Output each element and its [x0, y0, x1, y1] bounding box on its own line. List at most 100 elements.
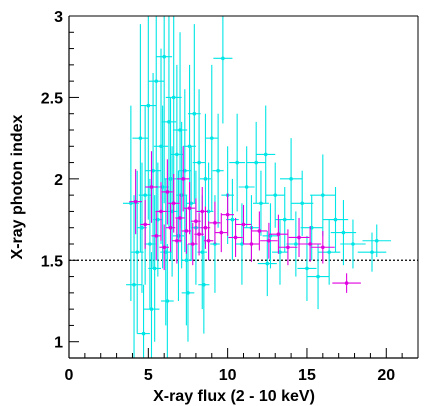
point-marker	[267, 238, 271, 243]
data-point	[172, 170, 185, 301]
point-marker	[300, 201, 304, 206]
data-point	[330, 200, 357, 266]
point-marker	[344, 281, 349, 285]
point-marker	[159, 209, 163, 214]
point-marker	[309, 225, 314, 230]
data-point	[198, 235, 210, 334]
data-point	[265, 162, 285, 228]
data-point	[143, 252, 160, 358]
data-point	[156, 16, 173, 204]
point-marker	[294, 242, 298, 246]
data-point	[132, 24, 149, 253]
series-0	[122, 16, 392, 358]
data-point	[176, 146, 190, 212]
data-point	[310, 230, 335, 264]
point-marker	[254, 160, 258, 165]
data-point	[166, 146, 178, 277]
point-marker	[163, 250, 168, 254]
data-point	[297, 235, 317, 301]
point-marker	[316, 274, 320, 279]
point-marker	[244, 185, 249, 189]
point-marker	[149, 185, 154, 189]
data-point	[168, 173, 180, 233]
data-point	[246, 121, 266, 204]
data-point	[238, 146, 255, 228]
data-point	[161, 159, 173, 225]
data-point	[159, 224, 169, 271]
data-point	[235, 204, 252, 244]
data-point	[151, 211, 162, 261]
point-marker	[374, 238, 379, 243]
point-marker	[187, 206, 192, 210]
point-marker	[257, 229, 262, 233]
data-point	[144, 178, 156, 310]
point-marker	[168, 225, 173, 230]
point-marker	[184, 258, 189, 263]
data-point	[278, 229, 298, 266]
data-point	[122, 105, 139, 301]
data-point	[221, 193, 234, 236]
data-point	[257, 230, 277, 297]
point-marker	[206, 209, 211, 214]
point-marker	[192, 111, 197, 116]
x-tick-label: 5	[144, 367, 153, 384]
point-marker	[148, 242, 152, 246]
data-point	[175, 193, 185, 243]
x-tick-label: 20	[377, 367, 395, 384]
data-point	[145, 151, 158, 223]
data-point	[332, 273, 361, 293]
point-marker	[197, 232, 201, 237]
data-point	[229, 113, 246, 212]
point-marker	[203, 225, 208, 230]
data-point	[306, 244, 330, 310]
point-marker	[230, 217, 235, 222]
point-marker	[184, 229, 189, 233]
point-marker	[187, 144, 192, 149]
data-point	[243, 226, 260, 262]
point-marker	[190, 242, 195, 246]
point-marker	[152, 266, 157, 271]
point-marker	[203, 177, 208, 181]
data-point	[187, 222, 198, 266]
point-marker	[240, 242, 244, 246]
point-marker	[235, 160, 239, 165]
point-marker	[263, 152, 268, 157]
x-axis-title: X-ray flux (2 - 10 keV)	[153, 388, 315, 405]
y-tick-label: 1.5	[41, 253, 63, 270]
point-marker	[321, 193, 325, 197]
data-point	[205, 64, 219, 212]
point-marker	[178, 216, 182, 220]
data-point	[318, 219, 341, 285]
point-marker	[179, 193, 184, 197]
point-marker	[165, 299, 170, 303]
point-marker	[181, 177, 186, 181]
point-marker	[165, 190, 170, 194]
x-tick-label: 0	[65, 367, 74, 384]
data-point	[160, 178, 172, 326]
data-point	[176, 121, 188, 269]
point-marker	[159, 144, 163, 149]
point-marker	[162, 245, 166, 250]
data-point	[203, 221, 214, 261]
data-point	[322, 187, 349, 253]
point-marker	[141, 331, 146, 336]
data-point	[126, 195, 142, 358]
y-tick-label: 3	[54, 9, 63, 26]
y-tick-label: 2	[54, 172, 63, 189]
point-marker	[278, 250, 282, 254]
point-marker	[297, 235, 301, 240]
data-point	[214, 213, 228, 253]
point-marker	[221, 56, 225, 61]
data-point	[256, 105, 276, 204]
data-point	[181, 244, 195, 342]
point-marker	[140, 225, 144, 230]
data-point	[260, 222, 278, 259]
point-marker	[327, 250, 331, 254]
point-marker	[259, 201, 263, 206]
point-marker	[133, 199, 138, 204]
point-marker	[170, 209, 174, 214]
point-marker	[213, 221, 217, 225]
point-marker	[321, 245, 325, 250]
data-point	[300, 195, 323, 261]
